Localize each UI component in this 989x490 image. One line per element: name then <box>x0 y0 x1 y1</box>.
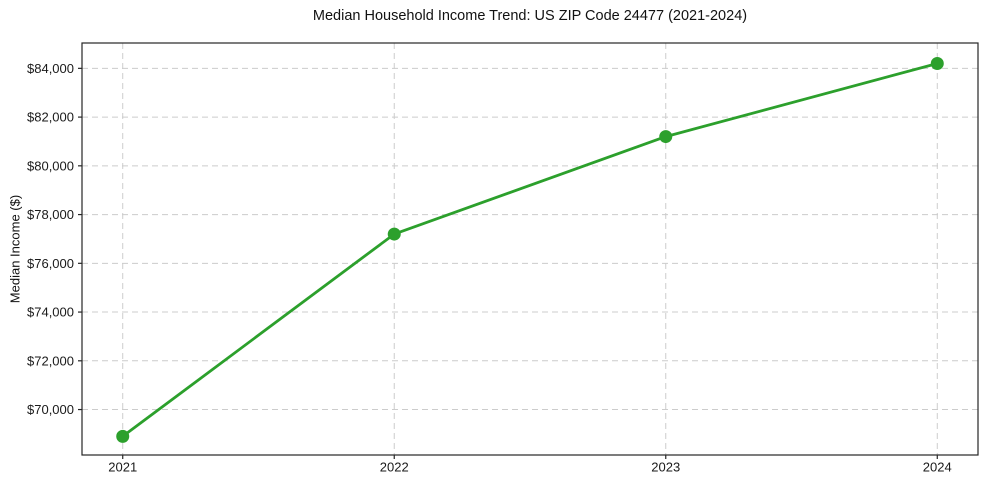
data-point-2023 <box>659 130 673 144</box>
y-tick-label: $76,000 <box>27 256 74 271</box>
y-tick-label: $70,000 <box>27 402 74 417</box>
y-tick-label: $78,000 <box>27 207 74 222</box>
data-point-2022 <box>387 227 401 241</box>
y-tick-label: $82,000 <box>27 110 74 125</box>
x-tick-label: 2022 <box>380 460 409 475</box>
chart-title: Median Household Income Trend: US ZIP Co… <box>312 8 748 24</box>
axis-ticks <box>78 67 938 459</box>
data-point-2021 <box>116 429 130 443</box>
axis-tick-labels: $70,000 $72,000 $74,000 $76,000 $78,000 $80,0… <box>27 61 952 475</box>
data-point-2024 <box>930 56 944 70</box>
plot-border <box>81 42 979 456</box>
trend-line <box>121 62 939 438</box>
x-tick-label: 2023 <box>651 460 680 475</box>
y-tick-label: $80,000 <box>27 158 74 173</box>
y-tick-label: $84,000 <box>27 61 74 76</box>
gridlines <box>82 43 978 455</box>
x-tick-label: 2021 <box>108 460 137 475</box>
y-tick-label: $74,000 <box>27 305 74 320</box>
x-tick-label: 2024 <box>923 460 952 475</box>
y-tick-label: $72,000 <box>27 353 74 368</box>
